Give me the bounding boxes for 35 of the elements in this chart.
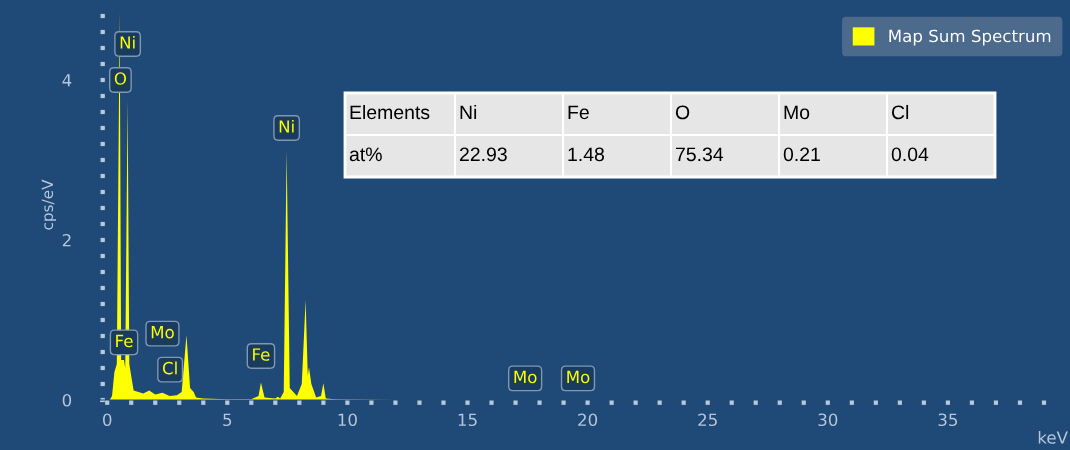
annotation: 0.04	[891, 147, 929, 162]
annotation: Ni	[460, 104, 477, 120]
x-tick-label: 10	[338, 413, 357, 427]
y-axis-title: cps/eV	[41, 179, 57, 230]
annotation: O	[114, 72, 127, 85]
x-tick-label: 0	[103, 413, 112, 427]
annotation: Fe	[568, 105, 589, 120]
annotation: Elements	[350, 104, 430, 120]
y-tick-label: 4	[62, 74, 72, 87]
annotation: 1.48	[568, 147, 604, 162]
x-axis-title: keV	[1038, 430, 1068, 444]
annotation: O	[675, 105, 690, 120]
annotation: Fe	[116, 334, 133, 348]
annotation: 0.21	[783, 147, 820, 162]
annotation: 75.34	[676, 147, 724, 162]
y-tick-label: 0	[62, 393, 72, 407]
annotation: 22.93	[459, 147, 507, 162]
annotation: Mo	[151, 326, 174, 339]
x-tick-label: 20	[578, 413, 598, 427]
annotation: Mo	[567, 370, 590, 384]
annotation: Cl	[891, 104, 909, 120]
x-tick-label: 30	[818, 413, 838, 427]
x-tick-label: 25	[698, 413, 717, 427]
annotation: Cl	[162, 361, 177, 375]
annotation: Ni	[120, 35, 135, 49]
annotation: Mo	[784, 105, 810, 120]
legend-label: Map Sum Spectrum	[889, 29, 1051, 46]
annotation: Ni	[279, 119, 294, 133]
y-tick-label: 2	[62, 233, 71, 247]
x-tick-label: 5	[223, 413, 232, 427]
annotation: Mo	[514, 370, 537, 384]
annotation: at%	[349, 147, 382, 162]
x-tick-label: 15	[458, 413, 477, 427]
x-tick-label: 35	[938, 413, 958, 427]
annotation: Fe	[253, 348, 270, 361]
